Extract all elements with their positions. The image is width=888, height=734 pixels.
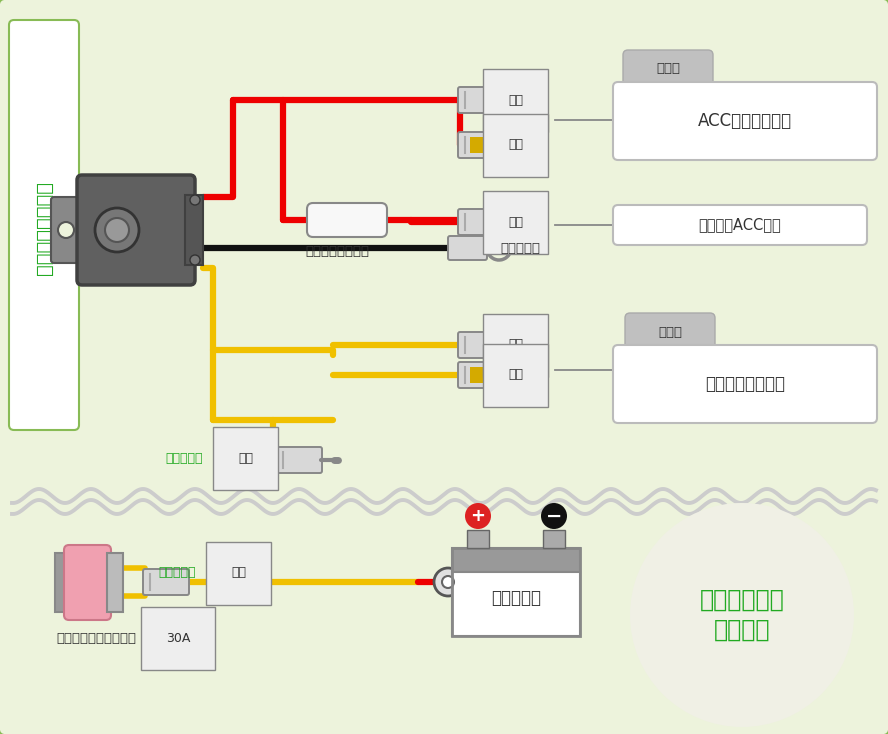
Circle shape [541, 503, 567, 529]
Text: バッテリー: バッテリー [491, 589, 541, 607]
Text: オス: オス [238, 451, 253, 465]
Text: 車両側のACC線へ: 車両側のACC線へ [699, 217, 781, 233]
FancyBboxPatch shape [143, 569, 189, 595]
FancyBboxPatch shape [458, 87, 504, 113]
Text: メス: メス [508, 93, 523, 106]
Circle shape [190, 255, 200, 265]
FancyBboxPatch shape [448, 236, 487, 260]
FancyBboxPatch shape [543, 530, 565, 548]
FancyBboxPatch shape [470, 137, 484, 153]
FancyBboxPatch shape [613, 345, 877, 423]
Text: ACC電源が取れる: ACC電源が取れる [698, 112, 792, 130]
Text: 大容量: 大容量 [658, 325, 682, 338]
FancyBboxPatch shape [77, 175, 195, 285]
Text: 電装品につなぐ側: 電装品につなぐ側 [35, 181, 53, 275]
Text: 30A: 30A [166, 631, 190, 644]
FancyBboxPatch shape [185, 195, 203, 265]
Circle shape [190, 195, 200, 205]
Text: メス: メス [508, 139, 523, 151]
FancyBboxPatch shape [307, 203, 387, 237]
FancyBboxPatch shape [458, 132, 504, 158]
FancyBboxPatch shape [458, 209, 504, 235]
FancyBboxPatch shape [625, 313, 715, 351]
Text: メス: メス [231, 567, 246, 580]
Text: 常時電源が取れる: 常時電源が取れる [705, 375, 785, 393]
Text: バッテリーに: バッテリーに [700, 588, 784, 612]
Circle shape [630, 503, 854, 727]
FancyBboxPatch shape [452, 548, 580, 572]
FancyBboxPatch shape [51, 197, 87, 263]
FancyBboxPatch shape [470, 367, 484, 383]
Text: ギボシ端子: ギボシ端子 [158, 567, 195, 580]
FancyBboxPatch shape [64, 545, 111, 620]
Text: メス: メス [508, 368, 523, 382]
FancyBboxPatch shape [276, 447, 322, 473]
Circle shape [58, 222, 74, 238]
Text: つなぐ側: つなぐ側 [714, 618, 770, 642]
Text: 大容量: 大容量 [656, 62, 680, 76]
FancyBboxPatch shape [107, 553, 123, 612]
Text: ギボシ端子: ギボシ端子 [165, 451, 202, 465]
Text: クワ型端子: クワ型端子 [500, 241, 540, 255]
Circle shape [95, 208, 139, 252]
FancyBboxPatch shape [458, 332, 504, 358]
Text: −: − [546, 506, 562, 526]
Text: スローブローヒューズ: スローブローヒューズ [56, 631, 136, 644]
FancyBboxPatch shape [613, 205, 867, 245]
Text: オス: オス [508, 216, 523, 228]
Text: +: + [471, 507, 486, 525]
FancyBboxPatch shape [458, 362, 504, 388]
FancyBboxPatch shape [9, 20, 79, 430]
Text: ヒューズホルダー: ヒューズホルダー [305, 245, 369, 258]
Text: メス: メス [508, 338, 523, 352]
FancyBboxPatch shape [55, 553, 71, 612]
FancyBboxPatch shape [613, 82, 877, 160]
Circle shape [465, 503, 491, 529]
FancyBboxPatch shape [623, 50, 713, 88]
FancyBboxPatch shape [452, 572, 580, 636]
Circle shape [434, 568, 462, 596]
FancyBboxPatch shape [467, 530, 489, 548]
Circle shape [105, 218, 129, 242]
Circle shape [442, 576, 454, 588]
